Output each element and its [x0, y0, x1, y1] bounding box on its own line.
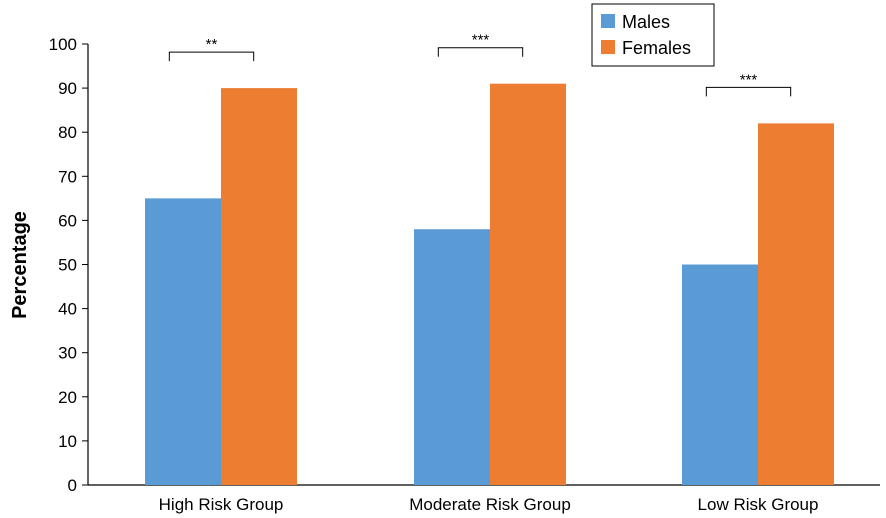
- significance-bracket: [168, 51, 255, 62]
- significance-bracket: [705, 86, 792, 97]
- x-category-label: High Risk Group: [159, 495, 284, 514]
- y-tick-label: 0: [68, 476, 77, 495]
- significance-label: ***: [740, 71, 758, 88]
- significance-label: **: [206, 36, 218, 53]
- y-tick-label: 90: [58, 79, 77, 98]
- y-axis-label: Percentage: [9, 211, 31, 319]
- legend: Males Females: [591, 3, 715, 67]
- x-category-label: Low Risk Group: [698, 495, 819, 514]
- x-category-label: Moderate Risk Group: [409, 495, 571, 514]
- y-tick-label: 20: [58, 388, 77, 407]
- y-tick-label: 30: [58, 344, 77, 363]
- bar-males: [682, 264, 758, 485]
- legend-swatch-females: [601, 40, 615, 54]
- y-tick-label: 10: [58, 432, 77, 451]
- bar-females: [490, 83, 566, 485]
- y-tick-label: 50: [58, 256, 77, 275]
- bar-females: [221, 88, 297, 485]
- legend-label-males: Males: [622, 12, 670, 32]
- legend-swatch-males: [601, 14, 615, 28]
- significance-bracket: [437, 47, 524, 57]
- y-tick-label: 80: [58, 123, 77, 142]
- bar-males: [145, 198, 221, 485]
- legend-label-females: Females: [622, 38, 691, 58]
- plot-area: 0 10 20 30 40 50 60 70 80 90 100 High Risk Group ** M…: [49, 32, 880, 514]
- significance-label: ***: [472, 32, 490, 49]
- y-tick-label: 40: [58, 300, 77, 319]
- bar-males: [414, 229, 490, 485]
- y-tick-label: 70: [58, 167, 77, 186]
- y-tick-label: 100: [49, 35, 77, 54]
- bar-females: [758, 123, 834, 485]
- y-tick-label: 60: [58, 211, 77, 230]
